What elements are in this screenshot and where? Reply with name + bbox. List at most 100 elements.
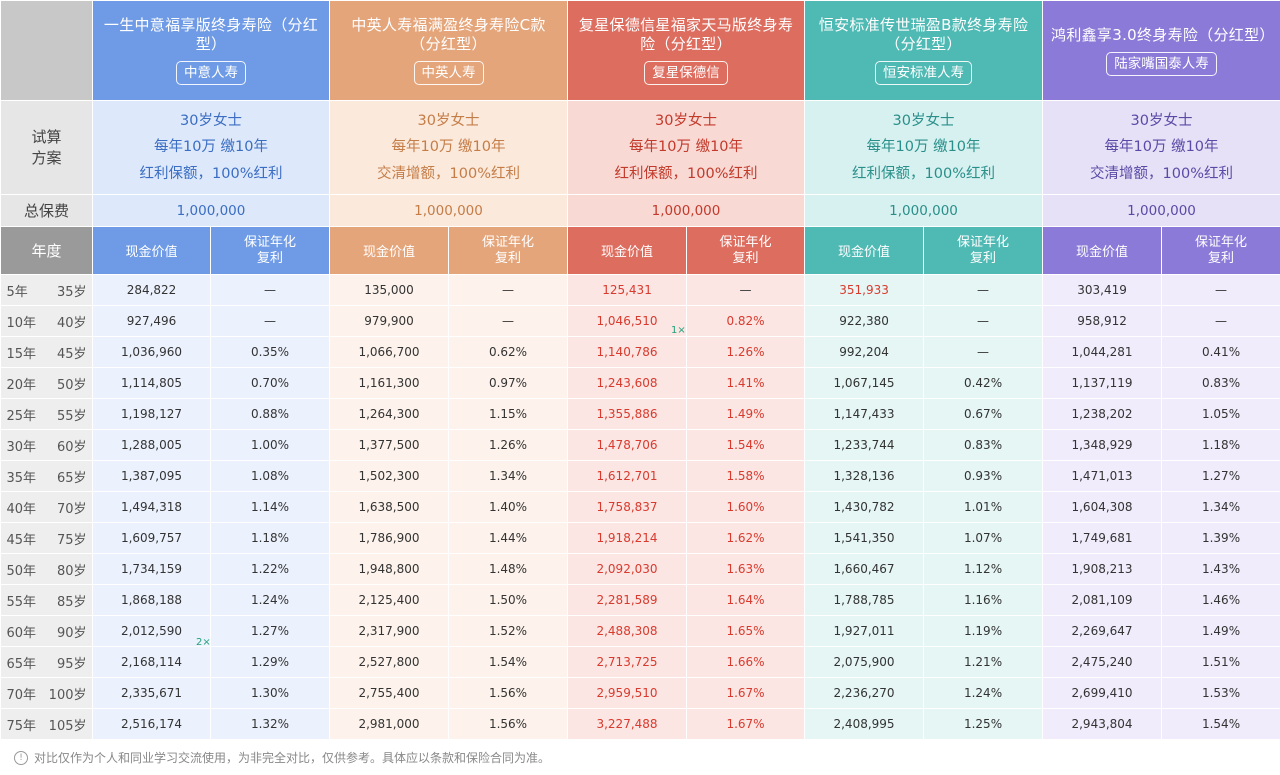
table-row: 5年 35岁 284,822—135,000—125,431—351,933—303…: [0, 274, 1280, 306]
guarantee-rate-cell: 1.12%: [923, 553, 1044, 585]
policy-year-age: 70年 100岁: [0, 677, 93, 709]
guarantee-rate-cell: 0.83%: [1161, 367, 1280, 399]
insured-age: 40岁: [56, 315, 87, 331]
guarantee-rate-cell: 1.30%: [210, 677, 330, 709]
policy-year-age: 30年 60岁: [0, 429, 93, 461]
guarantee-rate-cell: 1.27%: [210, 615, 330, 647]
guarantee-rate-cell: 1.21%: [923, 646, 1044, 678]
policy-year-age: 65年 95岁: [0, 646, 93, 678]
cash-value-cell: 2,516,174: [92, 708, 211, 740]
insured-age: 85岁: [56, 594, 87, 610]
cash-value-cell: 1,137,119: [1042, 367, 1163, 399]
policy-year-age: 25年 55岁: [0, 398, 93, 430]
corner-cell: [0, 0, 93, 101]
policy-year-age: 5年 35岁: [0, 274, 93, 306]
product-header: 一生中意福享版终身寿险（分红型） 中意人寿: [92, 0, 330, 101]
guarantee-rate-cell: 0.97%: [447, 367, 569, 399]
insured-age: 80岁: [56, 563, 87, 579]
guarantee-rate-cell: 1.67%: [686, 677, 806, 709]
plan-line: 每年10万 缴10年: [153, 139, 268, 156]
guarantee-rate-cell: —: [923, 305, 1044, 337]
cash-value-cell: 979,900: [329, 305, 449, 337]
guarantee-rate-cell: 1.54%: [1161, 708, 1280, 740]
plan-line: 每年10万 缴10年: [629, 139, 744, 156]
product-name: 中英人寿福满盈终身寿险C款（分红型）: [351, 16, 546, 53]
cash-value-cell: 927,496: [92, 305, 211, 337]
company-badge: 恒安标准人寿: [875, 61, 973, 85]
cash-value-cell: 1,198,127: [92, 398, 211, 430]
insured-age: 50岁: [56, 377, 87, 393]
guarantee-rate-cell: 1.18%: [210, 522, 330, 554]
policy-year: 50年: [6, 563, 37, 579]
total-premium-value: 1,000,000: [92, 194, 330, 227]
cash-value-cell: 2,699,410: [1042, 677, 1163, 709]
guarantee-rate-cell: 1.15%: [447, 398, 569, 430]
policy-year: 15年: [6, 346, 37, 362]
cash-value-cell: 284,822: [92, 274, 211, 306]
cash-value-cell: 2,755,400: [329, 677, 449, 709]
guarantee-rate-cell: —: [210, 274, 330, 306]
cash-value-cell: 2,236,270: [804, 677, 925, 709]
table-row: 35年 65岁 1,387,095 1.08% 1,502,300 1.34% 1,612,…: [0, 460, 1280, 492]
guarantee-rate-cell: 1.51%: [1161, 646, 1280, 678]
cash-value-cell: 1,786,900: [329, 522, 449, 554]
cash-value-cell: 1,238,202: [1042, 398, 1163, 430]
insured-age: 45岁: [56, 346, 87, 362]
cash-value-cell: 1,918,214: [567, 522, 688, 554]
guarantee-rate-cell: —: [686, 274, 806, 306]
cash-value-cell: 2,959,510: [567, 677, 688, 709]
cash-value-cell: 1,868,188: [92, 584, 211, 616]
guarantee-rate-cell: 1.64%: [686, 584, 806, 616]
guarantee-rate-cell: 1.66%: [686, 646, 806, 678]
guarantee-rate-cell: 1.56%: [447, 677, 569, 709]
product-name: 一生中意福享版终身寿险（分红型）: [103, 16, 319, 53]
table-row: 70年 100岁 2,335,671 1.30% 2,755,400 1.56% 2,959…: [0, 677, 1280, 709]
cash-value-cell: 1,161,300: [329, 367, 449, 399]
guarantee-rate-cell: 1.41%: [686, 367, 806, 399]
company-badge: 复星保德信: [644, 61, 728, 85]
policy-year: 20年: [6, 377, 37, 393]
guarantee-rate-cell: 1.01%: [923, 491, 1044, 523]
guarantee-rate-cell: 1.63%: [686, 553, 806, 585]
insured-age: 95岁: [56, 656, 87, 672]
policy-year-age: 15年 45岁: [0, 336, 93, 368]
guarantee-rate-cell: 1.16%: [923, 584, 1044, 616]
cash-value-cell: 2,168,114: [92, 646, 211, 678]
plan-line: 30岁女士: [417, 112, 480, 129]
insured-age: 55岁: [56, 408, 87, 424]
guarantee-rate-cell: 1.54%: [686, 429, 806, 461]
table-row: 30年 60岁 1,288,005 1.00% 1,377,500 1.26% 1,478,…: [0, 429, 1280, 461]
policy-year: 45年: [6, 532, 37, 548]
cash-value-cell: 3,227,488: [567, 708, 688, 740]
company-badge: 中意人寿: [176, 61, 246, 85]
product-header: 中英人寿福满盈终身寿险C款（分红型） 中英人寿: [328, 0, 569, 101]
plan-line: 每年10万 缴10年: [391, 139, 506, 156]
cash-value-cell: 1,948,800: [329, 553, 449, 585]
table-row: 55年 85岁 1,868,188 1.24% 2,125,400 1.50% 2,281,…: [0, 584, 1280, 616]
cash-value-cell: 1,046,510: [567, 305, 688, 337]
guarantee-rate-cell: 1.62%: [686, 522, 806, 554]
cash-value-cell: 1,734,159: [92, 553, 211, 585]
table-row: 10年 40岁 927,496—979,900—1,046,510 0.82% 922,…: [0, 305, 1280, 337]
policy-year: 70年: [6, 687, 37, 703]
cash-value-cell: 2,081,109: [1042, 584, 1163, 616]
product-name: 恒安标准传世瑞盈B款终身寿险（分红型）: [818, 16, 1029, 53]
cash-value-header: 现金价值: [804, 226, 925, 275]
company-badge: 中英人寿: [413, 61, 484, 85]
guarantee-rate-cell: 1.08%: [210, 460, 330, 492]
cash-value-cell: 2,488,308: [567, 615, 688, 647]
cash-value-cell: 125,431: [567, 274, 688, 306]
cash-value-cell: 1,243,608: [567, 367, 688, 399]
guarantee-rate-cell: 1.40%: [447, 491, 569, 523]
plan-cell: 30岁女士 每年10万 缴10年 红利保额，100%红利: [804, 100, 1044, 195]
cash-value-cell: 2,475,240: [1042, 646, 1163, 678]
guarantee-rate-cell: 1.67%: [686, 708, 806, 740]
product-header: 恒安标准传世瑞盈B款终身寿险（分红型） 恒安标准人寿: [804, 0, 1044, 101]
policy-year-age: 10年 40岁: [0, 305, 93, 337]
product-name: 复星保德信星福家天马版终身寿险（分红型）: [578, 16, 794, 53]
cash-value-cell: 1,660,467: [804, 553, 925, 585]
guarantee-rate-cell: 0.62%: [447, 336, 569, 368]
company-badge: 陆家嘴国泰人寿: [1106, 51, 1217, 76]
comparison-table: 一生中意福享版终身寿险（分红型） 中意人寿 中英人寿福满盈终身寿险C款（分红型）…: [0, 0, 1280, 740]
guarantee-rate-cell: 0.42%: [923, 367, 1044, 399]
